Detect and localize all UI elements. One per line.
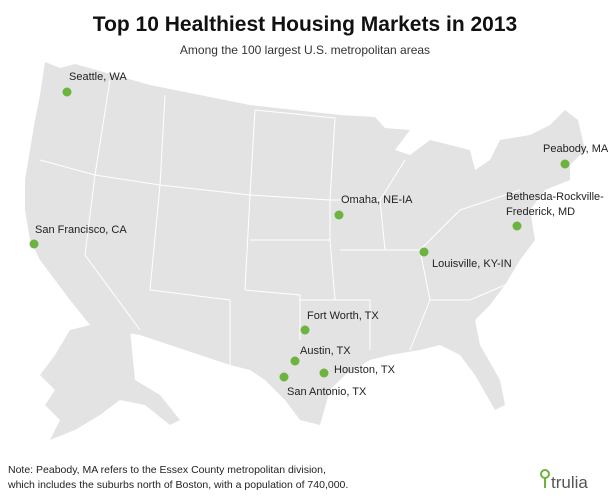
marker-label: Austin, TX (300, 345, 351, 357)
footnote: Note: Peabody, MA refers to the Essex Co… (8, 464, 326, 476)
marker-dot (29, 239, 39, 249)
title: Top 10 Healthiest Housing Markets in 201… (93, 13, 517, 36)
marker-label: San Antonio, TX (287, 386, 367, 398)
marker-label: Seattle, WA (69, 71, 127, 83)
marker-dot (279, 372, 289, 382)
marker-label: San Francisco, CA (35, 224, 127, 236)
marker-label: Peabody, MA (543, 143, 609, 155)
marker-label: Louisville, KY-IN (432, 258, 512, 270)
marker-label: Omaha, NE-IA (341, 194, 413, 206)
lower-48 (25, 62, 585, 425)
marker-dot (290, 356, 300, 366)
marker-label: Frederick, MD (506, 206, 575, 218)
logo-text: trulia (551, 473, 588, 492)
marker-label: Houston, TX (334, 364, 396, 376)
marker-dot (560, 159, 570, 169)
markers: Seattle, WA San Francisco, CA Omaha, NE-… (29, 71, 609, 398)
marker-dot (319, 368, 329, 378)
footnote: which includes the suburbs north of Bost… (7, 479, 348, 491)
logo: trulia (540, 469, 588, 492)
marker-dot (512, 221, 522, 231)
marker-dot (419, 247, 429, 257)
subtitle: Among the 100 largest U.S. metropolitan … (180, 43, 430, 57)
marker-dot (300, 325, 310, 335)
marker-dot (62, 87, 72, 97)
us-map (25, 62, 585, 440)
alaska (40, 320, 180, 440)
marker-label: Fort Worth, TX (307, 310, 379, 322)
state-borders (39, 79, 521, 365)
marker-label: Bethesda-Rockville- (506, 191, 604, 203)
marker-dot (334, 210, 344, 220)
